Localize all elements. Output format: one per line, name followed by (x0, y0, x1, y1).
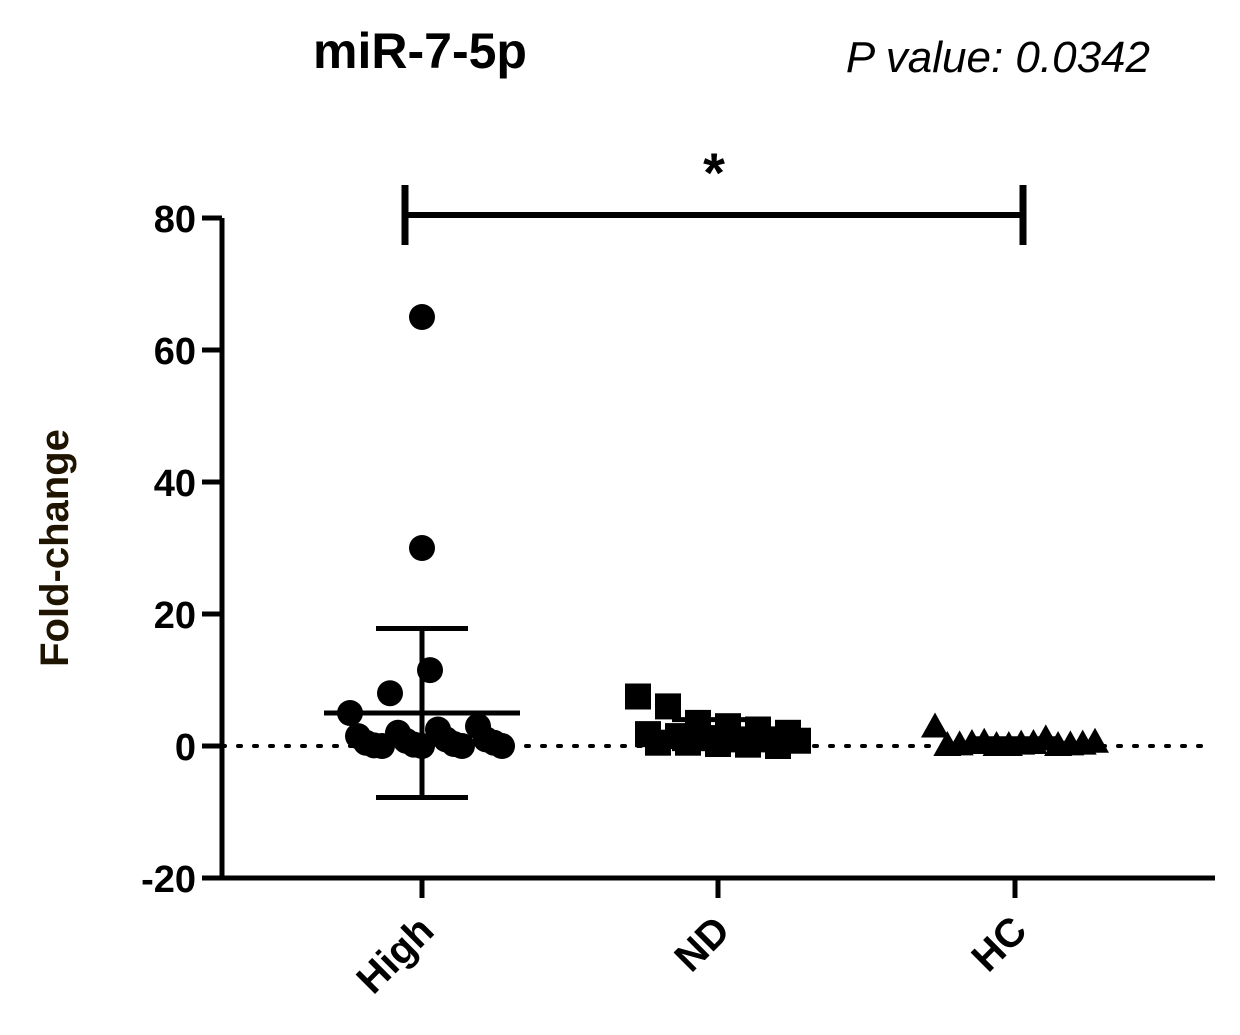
y-tick-label: 60 (154, 331, 196, 373)
y-tick-label: 20 (154, 595, 196, 637)
data-point-high (409, 535, 435, 561)
data-point-hc (933, 731, 962, 756)
y-tick-label: 0 (175, 727, 196, 769)
p-value-annotation: P value: 0.0342 (846, 33, 1150, 82)
plot-area: -20 0 20 40 60 80 High ND HC * (141, 141, 1215, 1002)
data-point-high (369, 733, 395, 759)
x-tick-label: High (348, 908, 442, 1002)
significance-label: * (703, 141, 725, 204)
data-point-nd (765, 733, 791, 759)
data-point-high (377, 680, 403, 707)
y-tick-label: 80 (154, 199, 196, 241)
data-point-high (449, 733, 475, 759)
data-point-hc (921, 712, 949, 738)
data-point-high (409, 304, 435, 330)
y-axis-label: Fold-change (33, 429, 77, 667)
y-tick-label: -20 (141, 859, 196, 901)
y-tick-label: 40 (154, 463, 196, 505)
data-point-high (489, 733, 515, 759)
x-tick-label: HC (963, 908, 1035, 980)
x-tick-label: ND (666, 908, 738, 980)
data-point-nd (655, 693, 681, 720)
chart-title: miR-7-5p (313, 23, 527, 79)
data-point-nd (625, 683, 651, 710)
